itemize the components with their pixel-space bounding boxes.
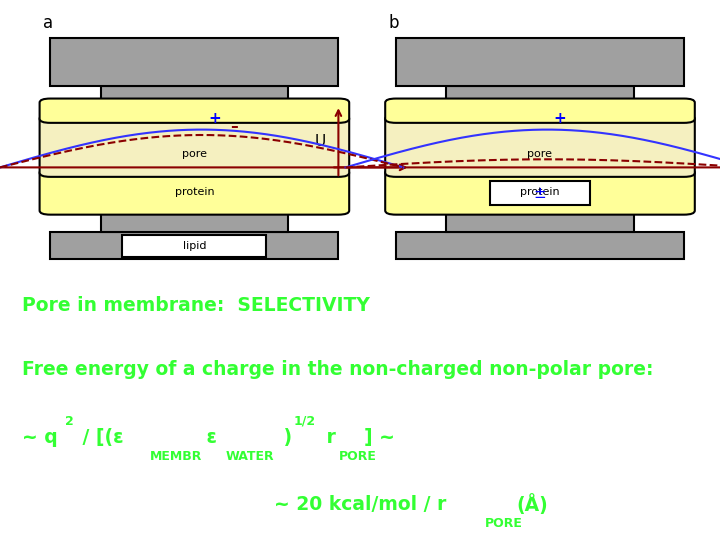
Bar <box>446 211 634 232</box>
Text: Pore in membrane:  SELECTIVITY: Pore in membrane: SELECTIVITY <box>22 295 369 315</box>
Text: U: U <box>315 134 326 149</box>
FancyBboxPatch shape <box>385 98 695 123</box>
Text: 1/2: 1/2 <box>294 415 316 428</box>
Text: (Å): (Å) <box>516 495 548 515</box>
Bar <box>446 86 634 103</box>
Text: a: a <box>43 14 53 31</box>
Bar <box>396 38 684 86</box>
FancyBboxPatch shape <box>40 98 349 123</box>
Text: WATER: WATER <box>225 450 274 463</box>
FancyBboxPatch shape <box>385 168 695 214</box>
FancyBboxPatch shape <box>40 168 349 214</box>
Text: ε: ε <box>200 428 217 447</box>
Text: +: + <box>554 111 567 126</box>
Bar <box>50 232 338 259</box>
Text: MEMBR: MEMBR <box>150 450 202 463</box>
Text: +: + <box>208 111 221 126</box>
Text: –: – <box>230 119 238 134</box>
Text: PORE: PORE <box>485 517 523 530</box>
Text: protein: protein <box>520 187 560 197</box>
Text: lipid: lipid <box>183 241 206 251</box>
Text: pore: pore <box>528 149 552 159</box>
Text: r: r <box>320 428 336 447</box>
Text: / [(ε: / [(ε <box>76 428 123 447</box>
Text: pore: pore <box>182 149 207 159</box>
FancyBboxPatch shape <box>40 115 349 177</box>
FancyBboxPatch shape <box>385 115 695 177</box>
Bar <box>122 235 266 256</box>
Bar <box>490 181 590 205</box>
Text: ~ q: ~ q <box>22 428 58 447</box>
Text: b: b <box>389 14 400 31</box>
Bar <box>50 38 338 86</box>
Text: Free energy of a charge in the non-charged non-polar pore:: Free energy of a charge in the non-charg… <box>22 360 653 380</box>
Text: ~ 20 kcal/mol / r: ~ 20 kcal/mol / r <box>274 495 446 515</box>
Bar <box>101 86 288 103</box>
Text: 2: 2 <box>65 415 73 428</box>
Text: ] ~: ] ~ <box>364 428 395 447</box>
Bar <box>396 232 684 259</box>
Bar <box>101 211 288 232</box>
Text: ): ) <box>277 428 292 447</box>
Text: ±: ± <box>534 186 546 200</box>
Text: PORE: PORE <box>338 450 377 463</box>
Text: protein: protein <box>174 187 215 197</box>
